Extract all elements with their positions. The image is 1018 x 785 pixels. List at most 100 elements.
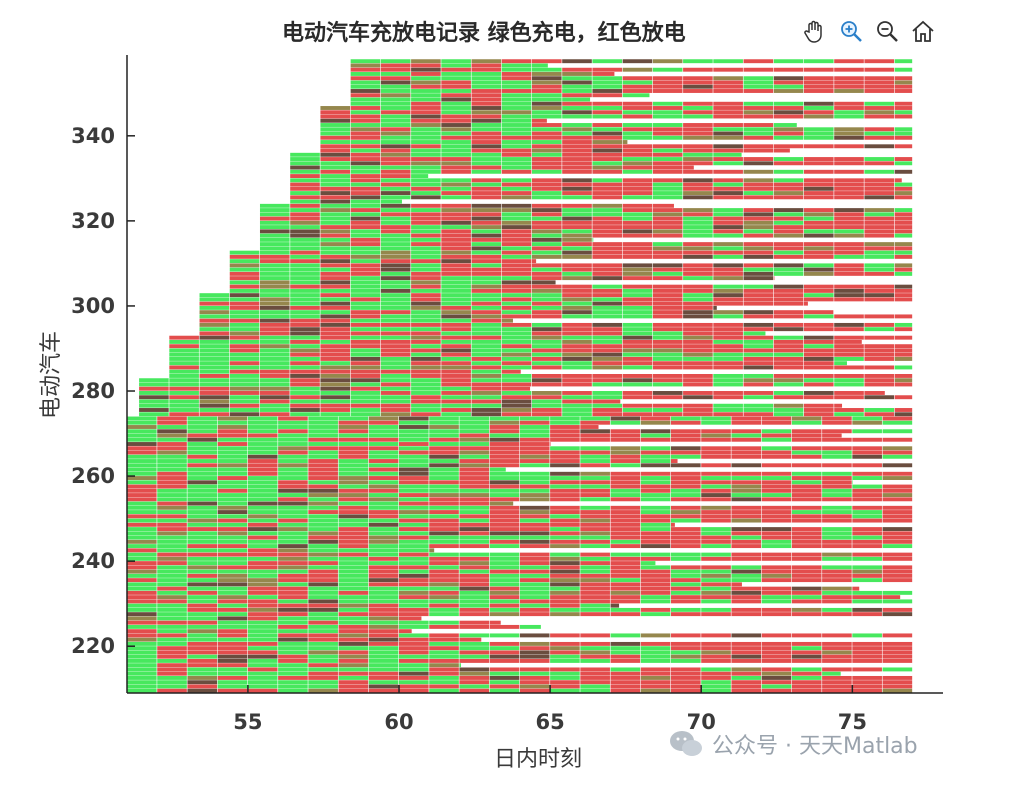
charge-cell (320, 382, 351, 387)
charge-cell (127, 510, 157, 515)
charge-cell (701, 633, 731, 638)
charge-cell (519, 654, 550, 659)
charge-cell (368, 616, 399, 621)
charge-cell (471, 280, 502, 285)
charge-cell (882, 556, 913, 561)
charge-cell (834, 322, 864, 327)
charge-cell (683, 169, 713, 174)
charge-cell (683, 254, 713, 259)
charge-cell (882, 667, 913, 672)
charge-cell (127, 688, 157, 693)
charge-cell (701, 420, 731, 425)
charge-cell (380, 237, 411, 242)
zoom-out-button[interactable] (872, 16, 902, 46)
charge-cell (834, 348, 864, 353)
charge-cell (199, 318, 230, 323)
home-button[interactable] (908, 16, 938, 46)
charge-cell (803, 267, 834, 272)
charge-cell (610, 569, 641, 574)
charge-cell (531, 356, 562, 361)
charge-cell (531, 348, 562, 353)
charge-cell (731, 641, 762, 646)
charge-cell (592, 301, 623, 306)
charge-cell (411, 403, 441, 408)
charge-cell (411, 203, 441, 208)
charge-cell (894, 356, 913, 361)
charge-cell (338, 569, 369, 574)
charge-cell (791, 586, 822, 591)
charge-cell (338, 527, 369, 532)
charge-cell (550, 420, 580, 425)
charge-cell (399, 612, 429, 617)
vehicle-row (127, 663, 461, 668)
pan-button[interactable] (800, 16, 830, 46)
zoom-in-button[interactable] (836, 16, 866, 46)
charge-cell (247, 493, 278, 498)
charge-cell (157, 442, 187, 446)
charge-cell (894, 365, 913, 370)
charge-cell (610, 522, 641, 527)
charge-cell (411, 59, 441, 64)
charge-cell (501, 135, 532, 140)
vehicle-row (127, 603, 620, 608)
charge-cell (592, 169, 623, 174)
charge-cell (683, 344, 713, 349)
charge-cell (531, 259, 537, 264)
charge-cell (531, 59, 562, 64)
charge-cell (531, 263, 562, 268)
charge-cell (187, 633, 218, 638)
charge-cell (471, 208, 502, 213)
charge-cell (459, 573, 490, 578)
charge-cell (380, 233, 411, 238)
charge-cell (550, 667, 580, 672)
charge-cell (471, 378, 502, 383)
charge-cell (229, 361, 260, 366)
charge-cell (278, 539, 308, 544)
charge-cell (519, 624, 541, 629)
charge-cell (550, 561, 580, 566)
charge-cell (229, 408, 260, 412)
charge-cell (441, 246, 471, 251)
charge-cell (199, 297, 230, 302)
charge-cell (773, 374, 804, 378)
charge-cell (368, 612, 399, 617)
charge-cell (471, 114, 502, 119)
charge-cell (320, 225, 351, 230)
charge-cell (713, 89, 743, 93)
charge-cell (550, 446, 580, 451)
charge-cell (519, 416, 550, 421)
charge-cell (834, 254, 864, 259)
charge-cell (320, 106, 351, 110)
charge-cell (217, 539, 248, 544)
charge-cell (380, 123, 411, 127)
vehicle-row (229, 250, 913, 255)
charge-cell (640, 514, 671, 519)
charge-cell (822, 654, 852, 659)
charge-cell (671, 595, 701, 600)
charge-cell (731, 680, 762, 685)
charge-cell (350, 288, 381, 293)
charge-cell (187, 459, 218, 463)
charge-cell (247, 425, 278, 429)
charge-cell (278, 637, 308, 642)
charge-cell (501, 339, 532, 344)
vehicle-row (290, 165, 694, 170)
charge-cell (791, 437, 822, 442)
charge-cell (229, 318, 260, 323)
charge-cell (338, 595, 369, 600)
charge-cell (380, 369, 411, 374)
charge-cell (501, 365, 532, 370)
charge-cell (580, 463, 610, 468)
charge-cell (368, 429, 399, 434)
charge-cell (562, 84, 592, 89)
charge-cell (671, 463, 701, 468)
charge-cell (622, 242, 653, 247)
charge-cell (882, 565, 913, 570)
charge-cell (380, 182, 411, 187)
charge-cell (368, 514, 399, 519)
charge-cell (894, 157, 913, 161)
charge-cell (761, 667, 792, 672)
charge-cell (550, 646, 580, 651)
charge-cell (610, 544, 641, 549)
charge-cell (338, 548, 369, 553)
